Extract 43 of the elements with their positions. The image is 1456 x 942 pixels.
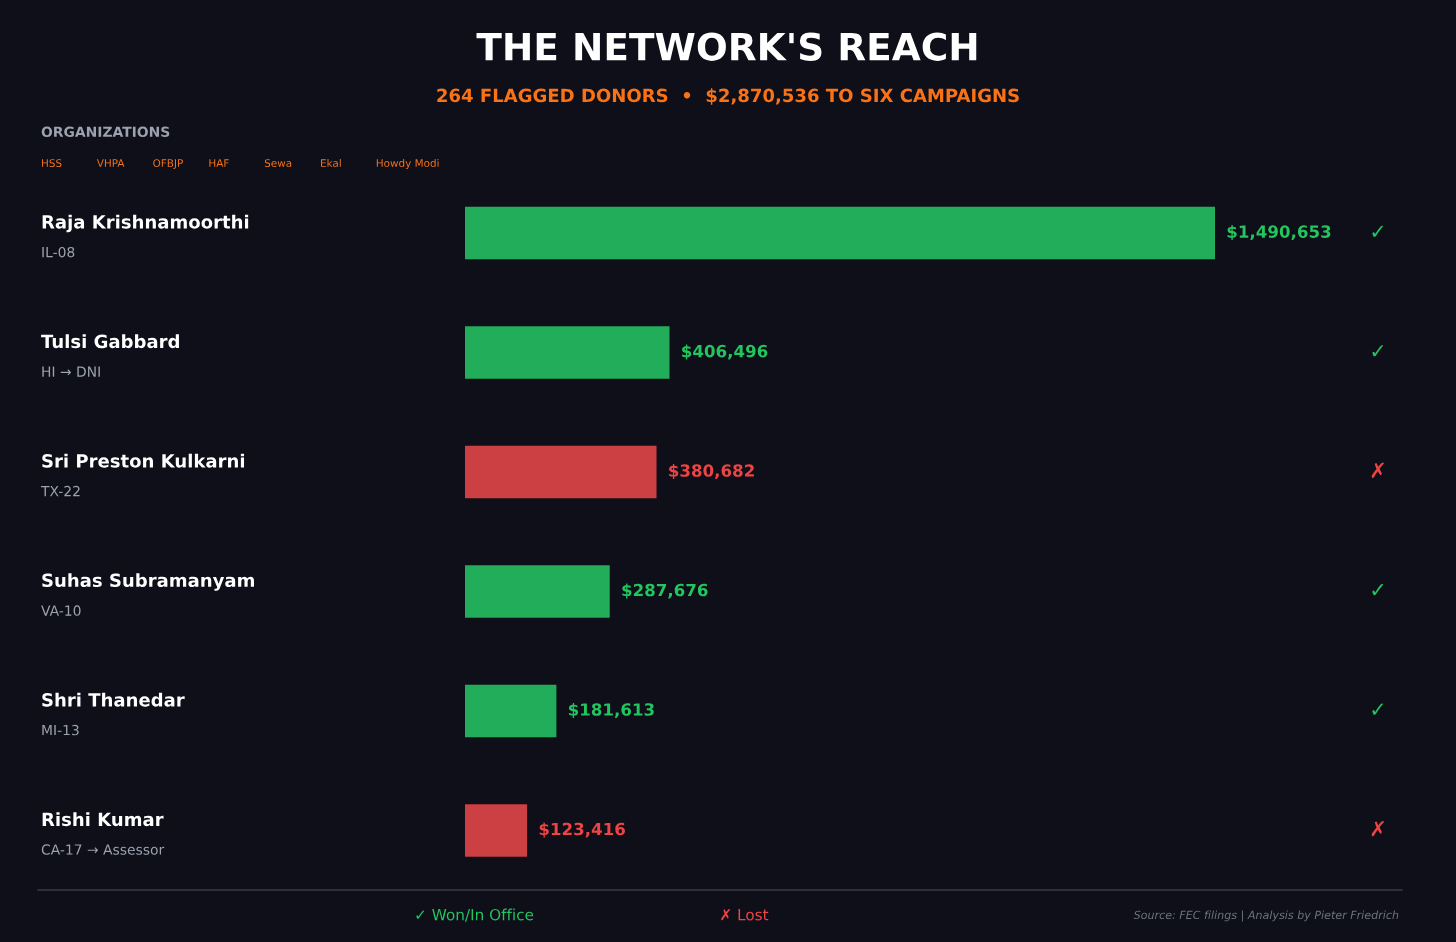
text: TX-22 — [40, 485, 80, 497]
data-label: $287,676 — [622, 583, 708, 599]
text: ✗ — [1371, 462, 1384, 478]
text: ✓ — [1372, 345, 1384, 357]
text: Sewa — [264, 159, 292, 168]
text: HAF — [209, 159, 229, 167]
y-tick-label: Suhas Subramanyam — [42, 573, 254, 591]
chart-title: THE NETWORK'S REACH — [476, 32, 977, 61]
text: OFBJP — [153, 159, 183, 169]
y-tick-label: Sri Preston Kulkarni — [42, 453, 245, 468]
data-label: $380,682 — [669, 463, 754, 480]
bar — [465, 445, 657, 499]
bar — [465, 684, 557, 738]
y-tick-label: Rishi Kumar — [42, 812, 164, 827]
source-note: Source: FEC filings | Analysis by Pieter Friedrich — [1133, 910, 1399, 922]
text: ✓ — [1372, 703, 1384, 715]
text: ORGANIZATIONS — [41, 126, 170, 138]
data-label: $1,490,653 — [1227, 225, 1331, 241]
y-tick-label: Raja Krishnamoorthi — [42, 214, 249, 233]
text: HI → DNI — [42, 366, 100, 377]
text: CA-17 → Assessor — [41, 844, 165, 855]
text: Ekal — [321, 158, 341, 168]
chart-subtitle: 264 FLAGGED DONORS • $2,870,536 TO SIX CAMPAIGNS — [437, 88, 1019, 105]
data-label: $406,496 — [682, 344, 768, 360]
bar — [465, 326, 670, 379]
text: ✓ — [1372, 584, 1384, 596]
y-tick-label: Tulsi Gabbard — [41, 334, 179, 349]
bar — [465, 565, 610, 618]
text: Howdy Modi — [376, 158, 439, 170]
bar — [465, 804, 528, 857]
text: ✓ Won/In Office — [416, 908, 534, 922]
text: IL-08 — [42, 246, 75, 258]
text: VA-10 — [41, 605, 81, 616]
text: VHPA — [96, 159, 125, 167]
y-tick-label: Shri Thanedar — [42, 692, 185, 707]
text: ✗ Lost — [721, 909, 769, 921]
text: MI-13 — [42, 724, 79, 736]
data-label: $181,613 — [568, 702, 654, 719]
text: HSS — [42, 159, 62, 168]
data-label: $123,416 — [539, 822, 625, 838]
bar — [465, 206, 1215, 260]
text: ✓ — [1372, 225, 1384, 237]
text: ✗ — [1371, 820, 1384, 837]
